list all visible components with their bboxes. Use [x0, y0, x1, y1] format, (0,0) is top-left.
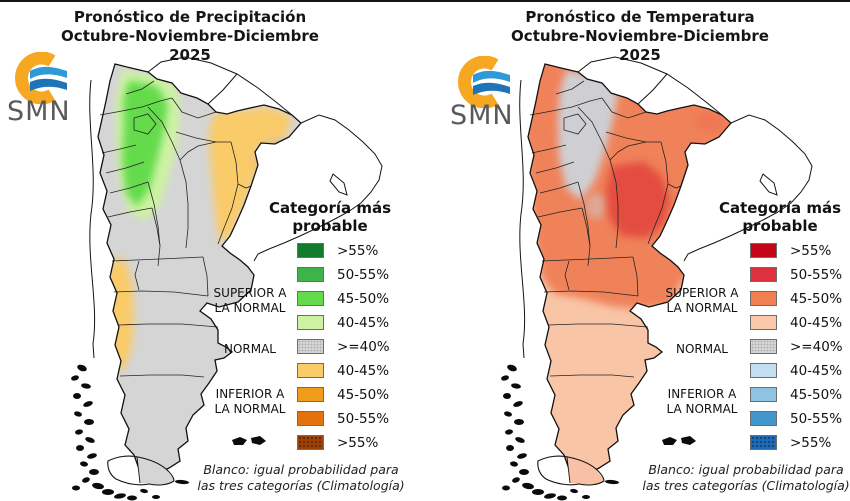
legend-item: 40-45%	[750, 314, 850, 331]
smn-logo	[5, 51, 71, 108]
title-line1: Pronóstico de Precipitación	[73, 8, 307, 26]
legend-item-label: 50-55%	[790, 266, 843, 283]
legend-item: 40-45%	[297, 314, 427, 331]
legend-item: >=40%	[297, 338, 427, 355]
legend-item: >55%	[750, 242, 850, 259]
smn-wordmark: SMN	[450, 100, 514, 131]
category-label-superior: SUPERIOR A LA NORMAL	[665, 286, 739, 315]
legend-swatch	[297, 315, 324, 330]
legend-item-label: 40-45%	[790, 362, 843, 379]
legend-swatch	[750, 315, 777, 330]
argentina-map-temperature	[460, 54, 820, 501]
panel-title-precipitation: Pronóstico de Precipitación Octubre-Novi…	[40, 8, 340, 65]
legend-item-label: 45-50%	[337, 290, 390, 307]
panel-title-temperature: Pronóstico de Temperatura Octubre-Noviem…	[490, 8, 790, 65]
legend-item-label: >55%	[337, 242, 379, 259]
smn-wordmark: SMN	[7, 96, 71, 127]
smn-sun-wave-icon	[458, 55, 510, 109]
legend-item-label: 40-45%	[790, 314, 843, 331]
footnote: Blanco: igual probabilidad para las tres…	[642, 462, 850, 493]
legend-item-label: 45-50%	[337, 386, 390, 403]
legend-item-label: 40-45%	[337, 362, 390, 379]
legend-item-label: >55%	[790, 242, 832, 259]
precipitation-map-svg	[71, 56, 383, 501]
legend-item: 45-50%	[297, 386, 427, 403]
legend-swatch	[297, 363, 324, 378]
legend-item: 45-50%	[750, 290, 850, 307]
legend-item-label: >=40%	[790, 338, 843, 355]
legend-title: Categoría más probable	[268, 199, 392, 235]
legend-item: 50-55%	[297, 410, 427, 427]
legend-precipitation: >55% 50-55% 45-50% 40-45% >=40% 40-45% 45-50% 5…	[297, 243, 427, 459]
legend-item-label: 40-45%	[337, 314, 390, 331]
legend-item: 40-45%	[750, 362, 850, 379]
legend-swatch	[750, 339, 777, 354]
legend-item: 45-50%	[297, 290, 427, 307]
legend-swatch	[297, 411, 324, 426]
legend-item: >55%	[297, 242, 427, 259]
legend-swatch	[750, 435, 777, 450]
legend-swatch	[297, 291, 324, 306]
legend-item-label: >55%	[337, 434, 379, 451]
legend-item-label: 45-50%	[790, 386, 843, 403]
argentina-map-precipitation	[30, 54, 390, 501]
legend-title: Categoría más probable	[718, 199, 842, 235]
footnote: Blanco: igual probabilidad para las tres…	[197, 462, 405, 493]
legend-item: 40-45%	[297, 362, 427, 379]
title-line2: Octubre-Noviembre-Diciembre 2025	[511, 27, 769, 64]
legend-swatch	[297, 339, 324, 354]
legend-item-label: 50-55%	[337, 266, 390, 283]
category-label-inferior: INFERIOR A LA NORMAL	[666, 387, 738, 416]
category-label-superior: SUPERIOR A LA NORMAL	[213, 286, 287, 315]
smn-sun-wave-icon	[15, 51, 67, 105]
temperature-map-svg	[501, 56, 813, 501]
legend-item: 45-50%	[750, 386, 850, 403]
legend-swatch	[750, 387, 777, 402]
legend-swatch	[750, 243, 777, 258]
smn-logo	[448, 55, 514, 112]
legend-item: 50-55%	[750, 266, 850, 283]
category-label-inferior: INFERIOR A LA NORMAL	[214, 387, 286, 416]
legend-swatch	[297, 267, 324, 282]
legend-item-label: 50-55%	[337, 410, 390, 427]
legend-item-label: 45-50%	[790, 290, 843, 307]
legend-item: 50-55%	[297, 266, 427, 283]
legend-swatch	[297, 387, 324, 402]
legend-item-label: >=40%	[337, 338, 390, 355]
legend-swatch	[297, 435, 324, 450]
legend-item-label: 50-55%	[790, 410, 843, 427]
legend-item: 50-55%	[750, 410, 850, 427]
title-line2: Octubre-Noviembre-Diciembre 2025	[61, 27, 319, 64]
legend-item: >55%	[297, 434, 427, 451]
legend-temperature: >55% 50-55% 45-50% 40-45% >=40% 40-45% 45-50% 5…	[750, 243, 850, 459]
legend-swatch	[750, 291, 777, 306]
legend-item: >=40%	[750, 338, 850, 355]
legend-item: >55%	[750, 434, 850, 451]
legend-swatch	[750, 363, 777, 378]
legend-swatch	[750, 411, 777, 426]
category-label-normal: NORMAL	[223, 342, 276, 356]
legend-item-label: >55%	[790, 434, 832, 451]
legend-swatch	[750, 267, 777, 282]
legend-swatch	[297, 243, 324, 258]
category-label-normal: NORMAL	[675, 342, 728, 356]
title-line1: Pronóstico de Temperatura	[525, 8, 755, 26]
